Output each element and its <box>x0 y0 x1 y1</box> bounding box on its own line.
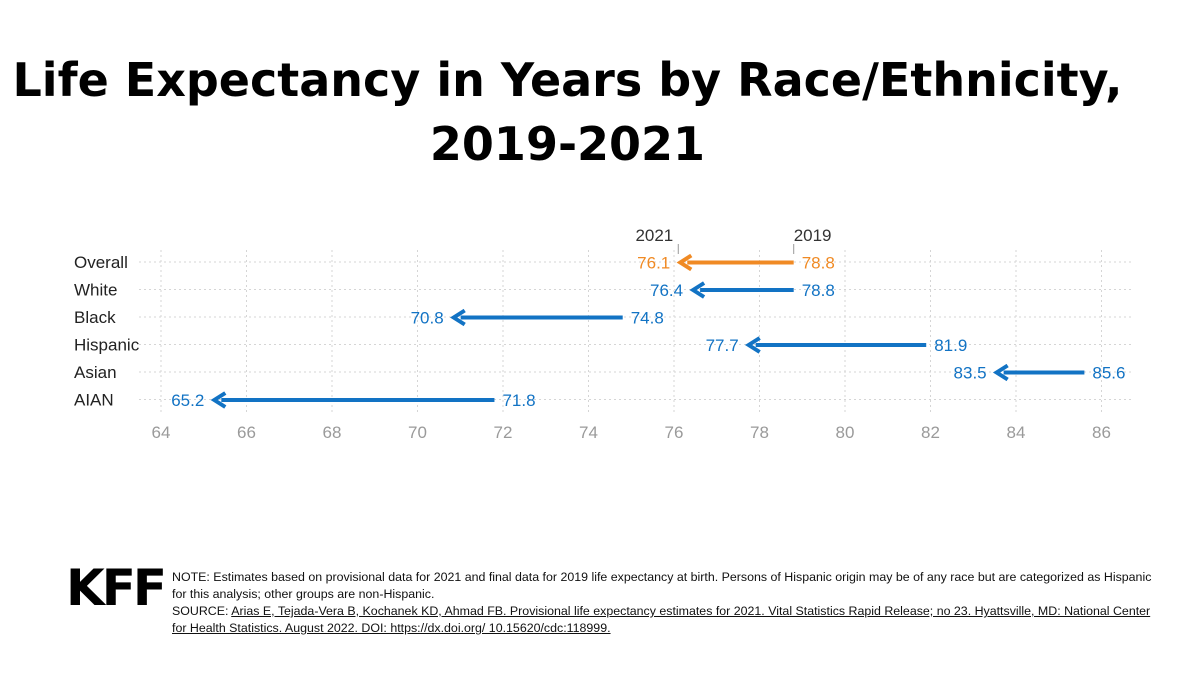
chart-title-line-2: 2019-2021 <box>429 117 706 171</box>
arrow-head <box>210 391 227 409</box>
value-label-2021: 65.2 <box>171 391 204 410</box>
value-label-2021: 76.1 <box>637 254 670 273</box>
category-label: Asian <box>74 363 117 382</box>
chart-title: Life Expectancy in Years by Race/Ethnici… <box>0 48 1135 176</box>
x-tick-label: 80 <box>836 423 855 442</box>
category-label: Black <box>74 308 116 327</box>
category-label: AIAN <box>74 391 114 410</box>
source-link[interactable]: Arias E, Tejada-Vera B, Kochanek KD, Ahm… <box>172 604 1151 635</box>
arrow-head <box>992 363 1009 382</box>
value-label-2021: 77.7 <box>706 336 739 355</box>
value-label-2021: 83.5 <box>954 364 987 383</box>
x-tick-label: 84 <box>1007 423 1026 442</box>
x-tick-label: 68 <box>323 423 342 442</box>
x-tick-label: 66 <box>237 423 256 442</box>
x-tick-label: 74 <box>579 423 598 442</box>
x-tick-label: 72 <box>494 423 513 442</box>
value-label-2019: 85.6 <box>1092 364 1125 383</box>
x-tick-label: 76 <box>665 423 684 442</box>
x-tick-label: 78 <box>750 423 769 442</box>
arrow-head <box>744 336 761 354</box>
note-text: NOTE: Estimates based on provisional dat… <box>172 570 1152 601</box>
value-label-2019: 81.9 <box>934 336 967 355</box>
x-tick-label: 70 <box>408 423 427 442</box>
arrow-head <box>689 281 706 299</box>
arrow-head <box>676 253 693 272</box>
x-tick-label: 64 <box>152 423 171 442</box>
value-label-2019: 78.8 <box>802 254 835 273</box>
value-label-2021: 76.4 <box>650 281 683 300</box>
value-label-2019: 71.8 <box>502 391 535 410</box>
start-year-label: 2019 <box>794 226 832 245</box>
x-tick-label: 82 <box>921 423 940 442</box>
value-label-2019: 74.8 <box>631 309 664 328</box>
x-tick-label: 86 <box>1092 423 1111 442</box>
kff-logo: KFF <box>66 559 167 617</box>
value-label-2019: 78.8 <box>802 281 835 300</box>
end-year-label: 2021 <box>635 226 673 245</box>
category-label: White <box>74 281 117 300</box>
value-label-2021: 70.8 <box>411 309 444 328</box>
footnotes: NOTE: Estimates based on provisional dat… <box>172 569 1157 637</box>
source-prefix: SOURCE: <box>172 604 232 618</box>
category-label: Hispanic <box>74 336 140 355</box>
source-line: SOURCE: Arias E, Tejada-Vera B, Kochanek… <box>172 603 1157 637</box>
category-label: Overall <box>74 253 128 272</box>
arrow-head <box>449 308 466 327</box>
chart-title-line-1: Life Expectancy in Years by Race/Ethnici… <box>12 53 1123 107</box>
